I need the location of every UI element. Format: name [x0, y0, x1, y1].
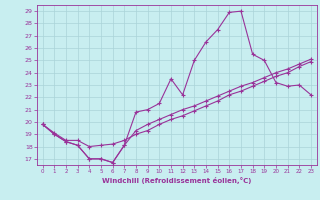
X-axis label: Windchill (Refroidissement éolien,°C): Windchill (Refroidissement éolien,°C) [102, 177, 252, 184]
